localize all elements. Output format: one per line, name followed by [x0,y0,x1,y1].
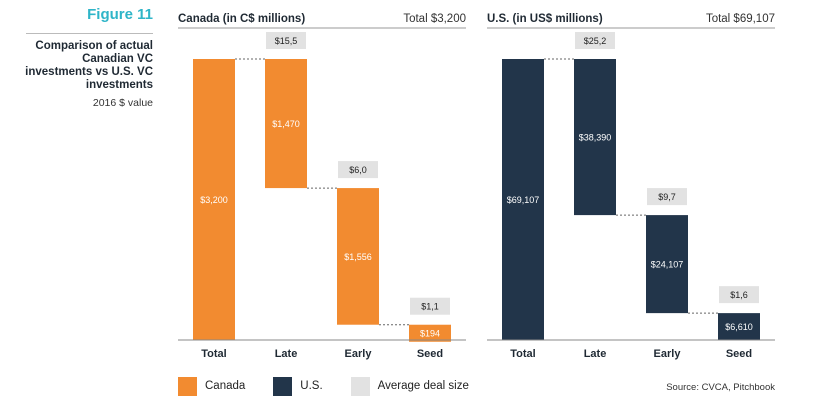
bar-value-label: $3,200 [200,195,228,205]
legend-item-us: U.S. [273,376,323,396]
avg-deal-label: $15,5 [275,36,298,46]
bar-value-label: $1,556 [344,252,372,262]
category-label: Early [654,348,682,360]
avg-deal-box [647,188,687,206]
bar-total [502,59,544,340]
chart-total-label: Total $3,200 [403,13,466,25]
avg-deal-box [266,32,306,49]
avg-deal-box [338,161,378,179]
avg-deal-box [719,286,759,304]
bar-total [193,59,235,340]
legend-label-avg: Average deal size [377,380,469,392]
bar-seed [409,324,451,342]
avg-deal-label: $6,0 [349,165,367,175]
category-label: Late [275,348,298,360]
legend-swatch-avg [350,376,370,396]
chart-title: Canada (in C$ millions) [178,13,305,25]
avg-deal-box [575,32,615,49]
bar-value-label: $1,470 [272,119,300,129]
avg-deal-label: $1,6 [730,290,748,300]
category-label: Seed [726,348,752,360]
bar-value-label: $69,107 [507,195,540,205]
category-label: Late [584,348,607,360]
bar-late [265,59,307,189]
category-label: Seed [417,348,443,360]
avg-deal-label: $25,2 [584,36,607,46]
legend-label-us: U.S. [300,380,323,392]
avg-deal-label: $9,7 [658,192,676,202]
bar-seed [718,313,760,340]
legend-swatch-us [273,376,293,396]
bar-early [646,215,688,314]
figure-title: Comparison of actual Canadian VC investm… [25,40,153,91]
category-label: Early [345,348,373,360]
side-divider [26,33,153,34]
legend-item-avg: Average deal size [350,376,469,396]
legend-label-canada: Canada [205,380,246,392]
bar-late [574,59,616,216]
bar-early [337,188,379,325]
bar-value-label: $194 [420,329,440,339]
source-note: Source: CVCA, Pitchbook [666,382,775,393]
legend-swatch-canada [178,376,197,396]
bar-value-label: $24,107 [651,260,684,270]
avg-deal-label: $1,1 [421,302,439,312]
bar-value-label: $38,390 [579,133,612,143]
figure-subtitle: 2016 $ value [92,97,153,109]
figure-label: Figure 11 [87,6,153,23]
bar-value-label: $6,610 [725,322,753,332]
legend: Canada U.S. Average deal size [178,376,497,396]
avg-deal-box [410,297,450,315]
chart-title: U.S. (in US$ millions) [487,13,603,25]
category-label: Total [510,348,535,360]
category-label: Total [201,348,226,360]
legend-item-canada: Canada [178,376,246,396]
chart-total-label: Total $69,107 [706,13,775,25]
chart-canada: Canada (in C$ millions) Total $3,200 $3,20… [178,13,466,360]
chart-us: U.S. (in US$ millions) Total $69,107 $69,1… [487,13,775,360]
